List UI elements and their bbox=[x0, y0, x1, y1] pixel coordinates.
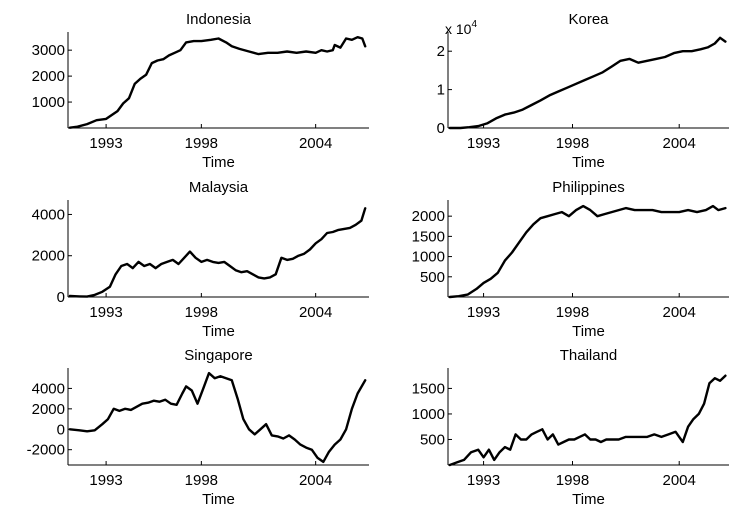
x-tick-label: 1998 bbox=[556, 304, 589, 321]
subplot-thailand: Thailand 1993 1998 2004 500 1000 1500 Time bbox=[412, 347, 729, 508]
y-tick-label: 500 bbox=[420, 431, 445, 448]
x-tick-label: 1993 bbox=[467, 472, 500, 489]
y-tick-label: 4000 bbox=[32, 380, 65, 397]
subplot-singapore: Singapore 1993 1998 2004 -2000 0 2000 4000 Time bbox=[27, 347, 369, 508]
y-tick-label: 0 bbox=[437, 120, 445, 137]
x-tick-label: 1993 bbox=[89, 304, 122, 321]
series-line bbox=[448, 204, 727, 299]
subplot-title: Philippines bbox=[552, 179, 625, 196]
y-tick-label: 1500 bbox=[412, 380, 445, 397]
y-tick-label: 2000 bbox=[32, 68, 65, 85]
y-tick-label: 2000 bbox=[412, 208, 445, 225]
series-line bbox=[448, 374, 727, 467]
x-tick-label: 2004 bbox=[663, 304, 696, 321]
x-axis-label: Time bbox=[572, 154, 605, 171]
x-tick-label: 2004 bbox=[663, 135, 696, 152]
subplot-korea: Korea 1993 1998 2004 0 1 2 Time x 104 bbox=[437, 11, 729, 171]
x-tick-label: 2004 bbox=[299, 135, 332, 152]
subplot-title: Korea bbox=[568, 11, 609, 28]
series-line bbox=[448, 36, 727, 130]
y-tick-label: 1000 bbox=[412, 406, 445, 423]
x-tick-label: 2004 bbox=[299, 472, 332, 489]
series-line bbox=[68, 207, 367, 298]
y-tick-label: 1500 bbox=[412, 228, 445, 245]
x-tick-label: 1998 bbox=[185, 472, 218, 489]
x-axis-label: Time bbox=[572, 323, 605, 340]
axis-multiplier-exponent: 4 bbox=[471, 19, 477, 30]
y-tick-label: 1000 bbox=[32, 94, 65, 111]
series-line bbox=[68, 36, 367, 129]
y-tick-label: 3000 bbox=[32, 42, 65, 59]
series-line bbox=[68, 371, 367, 464]
subplot-title: Malaysia bbox=[189, 179, 249, 196]
x-axis-label: Time bbox=[572, 491, 605, 508]
y-tick-label: 0 bbox=[57, 289, 65, 306]
axis-multiplier-base: x 10 bbox=[445, 21, 472, 37]
x-axis-label: Time bbox=[202, 323, 235, 340]
x-tick-label: 1993 bbox=[89, 472, 122, 489]
x-tick-label: 1998 bbox=[185, 135, 218, 152]
x-tick-label: 1998 bbox=[556, 472, 589, 489]
x-axis-label: Time bbox=[202, 491, 235, 508]
y-tick-label: 1000 bbox=[412, 249, 445, 266]
y-tick-label: 2000 bbox=[32, 248, 65, 265]
subplot-malaysia: Malaysia 1993 1998 2004 0 2000 4000 Time bbox=[32, 179, 369, 340]
subplot-philippines: Philippines 1993 1998 2004 500 1000 1500 2000 Ti… bbox=[412, 179, 729, 340]
y-tick-label: -2000 bbox=[27, 442, 65, 459]
x-tick-label: 1993 bbox=[467, 135, 500, 152]
x-tick-label: 1998 bbox=[185, 304, 218, 321]
subplot-title: Singapore bbox=[184, 347, 252, 364]
y-tick-label: 500 bbox=[420, 269, 445, 286]
subplot-title: Indonesia bbox=[186, 11, 252, 28]
y-tick-label: 4000 bbox=[32, 206, 65, 223]
subplot-title: Thailand bbox=[560, 347, 618, 364]
x-tick-label: 1998 bbox=[556, 135, 589, 152]
x-tick-label: 2004 bbox=[663, 472, 696, 489]
y-tick-label: 1 bbox=[437, 82, 445, 99]
y-tick-label: 2000 bbox=[32, 401, 65, 418]
x-tick-label: 2004 bbox=[299, 304, 332, 321]
x-tick-label: 1993 bbox=[467, 304, 500, 321]
axis-multiplier: x 104 bbox=[445, 19, 477, 37]
y-tick-label: 2 bbox=[437, 43, 445, 60]
x-tick-label: 1993 bbox=[89, 135, 122, 152]
x-axis-label: Time bbox=[202, 154, 235, 171]
subplot-indonesia: Indonesia 1993 1998 2004 1000 2000 3000 Time bbox=[32, 11, 369, 171]
y-tick-label: 0 bbox=[57, 421, 65, 438]
